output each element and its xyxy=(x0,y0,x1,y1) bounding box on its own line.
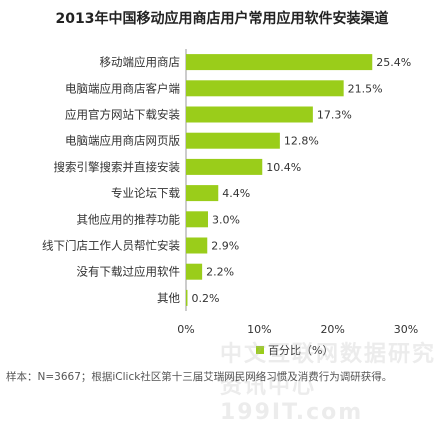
legend-label: 百分比（%） xyxy=(268,344,333,357)
bar xyxy=(186,158,263,175)
tick-group: 0% 10% 20% 30% xyxy=(177,323,418,336)
bar-group xyxy=(186,54,373,306)
x-tick-label: 20% xyxy=(320,323,344,336)
value-label: 17.3% xyxy=(317,109,352,122)
chart-title: 2013年中国移动应用商店用户常用应用软件安装渠道 xyxy=(55,11,389,27)
value-label: 0.2% xyxy=(191,292,219,305)
category-label: 专业论坛下载 xyxy=(111,186,180,200)
x-tick-label: 0% xyxy=(177,323,194,336)
x-tick-label: 30% xyxy=(394,323,418,336)
x-tick-label: 10% xyxy=(247,323,271,336)
value-label: 2.2% xyxy=(206,266,234,279)
value-label: 4.4% xyxy=(222,187,250,200)
bar-chart: 移动端应用商店 25.4% 电脑端应用商店客户端 21.5% 应用官方网站下载安装 17.… xyxy=(42,49,418,357)
category-label: 其他 xyxy=(157,291,180,305)
value-label: 2.9% xyxy=(211,240,239,253)
label-group: 移动端应用商店 25.4% 电脑端应用商店客户端 21.5% 应用官方网站下载安装 17.… xyxy=(42,55,411,305)
category-label: 没有下载过应用软件 xyxy=(77,265,181,279)
bar xyxy=(186,237,208,254)
bar xyxy=(186,106,313,123)
legend: 百分比（%） xyxy=(256,344,333,357)
bar xyxy=(186,289,188,306)
category-label: 电脑端应用商店客户端 xyxy=(65,81,180,95)
legend-swatch xyxy=(256,346,264,354)
category-label: 线下门店工作人员帮忙安装 xyxy=(42,239,180,253)
category-label: 电脑端应用商店网页版 xyxy=(65,134,180,148)
bar xyxy=(186,263,203,280)
bar xyxy=(186,185,219,202)
source-note: 样本：N=3667；根据iClick社区第十三届艾瑞网民网络习惯及消费行为调研获… xyxy=(6,371,393,383)
bar xyxy=(186,211,208,228)
value-label: 25.4% xyxy=(376,56,411,69)
value-label: 3.0% xyxy=(212,213,240,226)
category-label: 其他应用的推荐功能 xyxy=(77,212,181,226)
bar xyxy=(186,80,344,97)
category-label: 应用官方网站下载安装 xyxy=(65,108,180,122)
value-label: 10.4% xyxy=(266,161,301,174)
category-label: 移动端应用商店 xyxy=(100,55,181,69)
bar xyxy=(186,54,373,71)
category-label: 搜索引擎搜索并直接安装 xyxy=(54,160,181,174)
value-label: 12.8% xyxy=(284,135,319,148)
value-label: 21.5% xyxy=(348,82,383,95)
bar xyxy=(186,132,280,149)
